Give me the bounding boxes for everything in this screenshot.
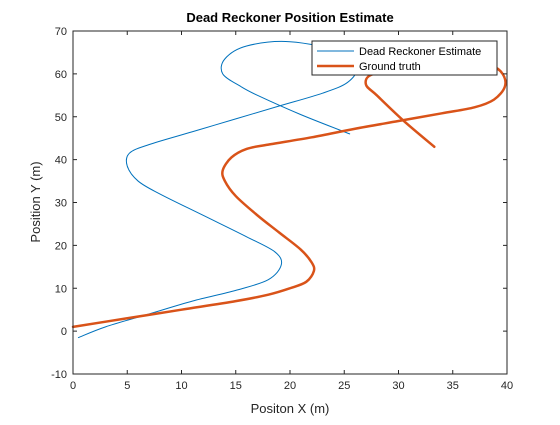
x-tick-label: 35 [447, 380, 459, 392]
chart-title: Dead Reckoner Position Estimate [186, 10, 393, 25]
x-tick-label: 20 [284, 380, 296, 392]
x-tick-label: 25 [338, 380, 350, 392]
x-tick-label: 10 [175, 380, 187, 392]
y-tick-label: 70 [55, 26, 67, 38]
x-tick-label: 5 [124, 380, 130, 392]
y-tick-label: -10 [51, 369, 67, 381]
y-axis-label: Position Y (m) [28, 161, 43, 242]
y-tick-label: 40 [55, 155, 67, 167]
y-tick-label: 20 [55, 240, 67, 252]
y-tick-label: 50 [55, 112, 67, 124]
x-tick-label: 30 [392, 380, 404, 392]
y-tick-label: 0 [61, 326, 67, 338]
legend: Dead Reckoner Estimate Ground truth [312, 41, 497, 75]
y-tick-label: 10 [55, 283, 67, 295]
y-tick-label: 30 [55, 198, 67, 210]
y-tick-label: 60 [55, 69, 67, 81]
plot-area [73, 31, 507, 374]
x-tick-label: 15 [230, 380, 242, 392]
legend-label-dead-reckoner: Dead Reckoner Estimate [359, 46, 481, 58]
x-tick-label: 40 [501, 380, 513, 392]
x-axis-label: Positon X (m) [251, 401, 330, 416]
legend-label-ground-truth: Ground truth [359, 61, 421, 73]
x-tick-label: 0 [70, 380, 76, 392]
